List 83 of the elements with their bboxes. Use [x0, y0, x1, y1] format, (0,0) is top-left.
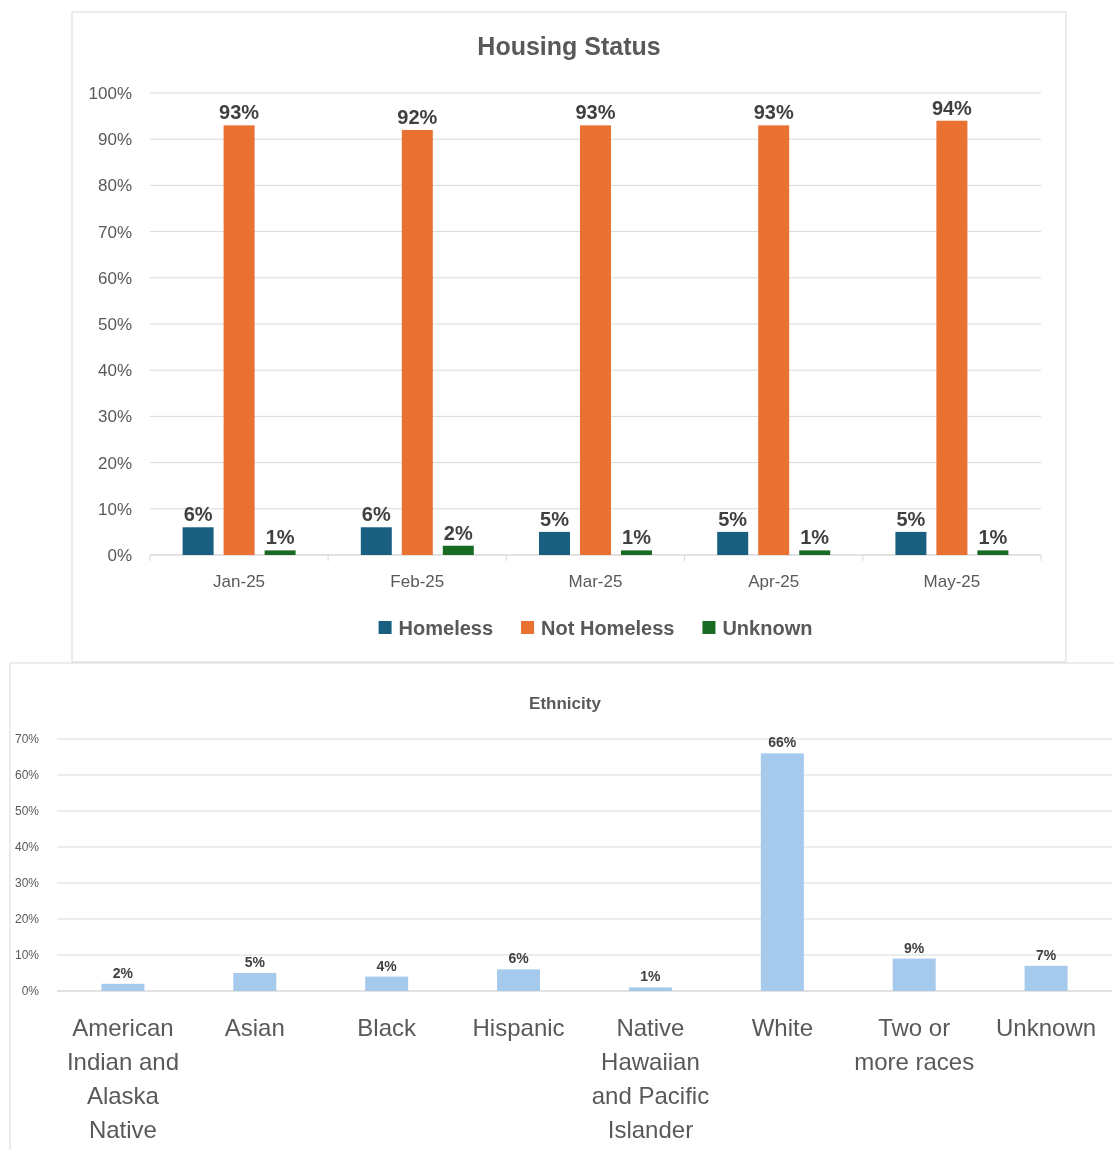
bar — [580, 125, 611, 555]
data-label: 94% — [931, 96, 973, 119]
data-label: 1% — [622, 526, 652, 549]
bar — [621, 550, 652, 555]
data-label: 6% — [183, 503, 213, 526]
bar — [497, 969, 541, 991]
y-tick-label: 30% — [97, 407, 132, 427]
y-tick-label: 60% — [14, 768, 40, 783]
bar — [892, 958, 936, 991]
y-tick-label: 50% — [97, 314, 132, 334]
x-tick-label: Mar-25 — [568, 572, 623, 591]
y-tick-label: 60% — [97, 268, 132, 288]
bar — [264, 550, 296, 555]
x-tick-label: Asian — [224, 1014, 285, 1041]
bar — [936, 120, 968, 555]
bar — [717, 531, 749, 555]
data-label: 5% — [718, 507, 748, 530]
bar — [977, 550, 1009, 555]
y-tick-label: 100% — [88, 83, 132, 103]
bar — [628, 987, 672, 991]
y-tick-label: 10% — [14, 948, 40, 963]
x-tick-label: May-25 — [923, 572, 981, 591]
data-label: 1% — [640, 968, 662, 985]
legend-label: Not Homeless — [541, 617, 675, 639]
bar — [1024, 965, 1068, 991]
data-label: 5% — [896, 507, 926, 530]
y-tick-label: 40% — [14, 840, 40, 855]
bar — [223, 125, 255, 555]
y-tick-label: 10% — [97, 499, 132, 519]
data-label: 5% — [540, 507, 570, 530]
data-label: 5% — [244, 954, 266, 970]
bar — [365, 976, 409, 991]
x-tick-label: Feb-25 — [390, 572, 445, 591]
bar — [233, 973, 277, 991]
y-tick-label: 90% — [97, 130, 132, 150]
x-tick-label: Hispanic — [472, 1014, 565, 1041]
data-label: 2% — [112, 964, 134, 981]
data-label: 92% — [397, 105, 438, 128]
data-label: 7% — [1035, 946, 1057, 963]
x-tick-label: Native Hawaiian and Pacific Islander — [591, 1014, 710, 1144]
bar — [360, 527, 392, 555]
bar — [442, 545, 474, 555]
data-label: 66% — [768, 734, 797, 751]
y-tick-label: 40% — [97, 361, 132, 381]
y-tick-label: 0% — [21, 984, 40, 999]
chart-title: Ethnicity — [529, 694, 602, 713]
x-tick-label: American Indian and Alaska Native — [66, 1014, 179, 1144]
y-tick-label: 80% — [97, 176, 132, 196]
y-tick-label: 20% — [14, 912, 40, 927]
bar — [760, 753, 804, 991]
x-tick-label: Apr-25 — [748, 572, 800, 591]
data-label: 93% — [753, 101, 794, 124]
x-tick-label: White — [751, 1014, 813, 1041]
data-label: 1% — [978, 526, 1008, 549]
data-label: 93% — [575, 101, 616, 124]
x-tick-label: Unknown — [996, 1014, 1097, 1041]
data-label: 2% — [443, 521, 473, 544]
y-tick-label: 20% — [97, 453, 132, 473]
legend-label: Homeless — [398, 617, 494, 639]
bar — [799, 550, 831, 555]
bar — [182, 527, 214, 555]
bar — [895, 531, 927, 555]
data-label: 1% — [800, 526, 830, 549]
data-label: 6% — [361, 503, 391, 526]
bar — [101, 983, 145, 991]
data-label: 9% — [904, 939, 925, 956]
data-label: 6% — [508, 950, 530, 967]
chart-title: Housing Status — [477, 32, 661, 60]
y-tick-label: 70% — [97, 222, 132, 242]
x-tick-label: Two or more races — [854, 1014, 975, 1076]
legend-label: Unknown — [722, 617, 813, 639]
bar — [539, 531, 570, 555]
x-tick-label: Black — [357, 1014, 418, 1041]
bar — [758, 125, 790, 555]
y-tick-label: 0% — [107, 545, 132, 565]
data-label: 93% — [219, 101, 260, 124]
bar — [401, 129, 433, 555]
x-tick-label: Jan-25 — [213, 572, 266, 591]
y-tick-label: 70% — [14, 732, 40, 747]
data-label: 1% — [265, 526, 295, 549]
y-tick-label: 30% — [14, 876, 40, 891]
y-tick-label: 50% — [14, 804, 40, 819]
data-label: 4% — [376, 957, 398, 974]
